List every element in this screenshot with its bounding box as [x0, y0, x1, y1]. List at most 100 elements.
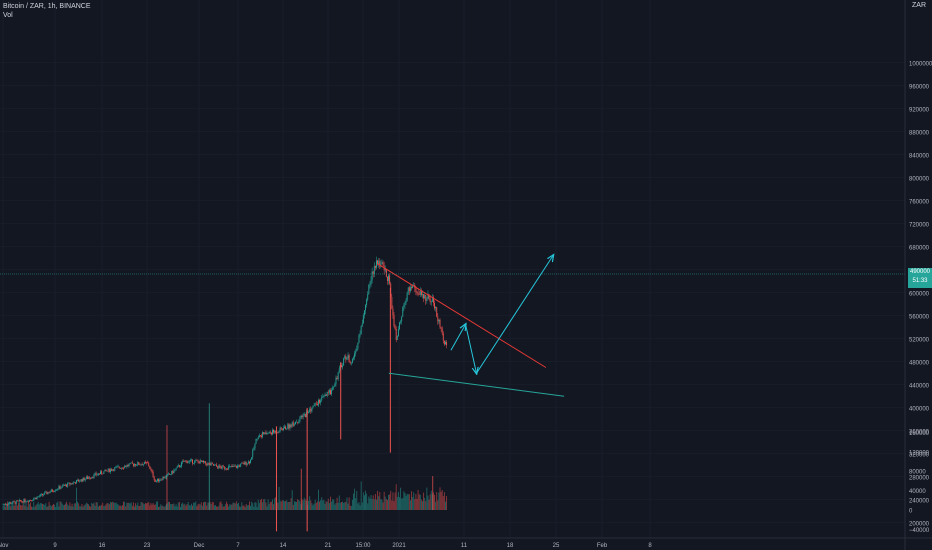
candle-body: [195, 460, 197, 461]
volume-bar: [239, 506, 241, 510]
volume-bar: [233, 502, 235, 510]
candle-body: [175, 468, 177, 470]
candle-body: [313, 405, 315, 407]
candle-body: [99, 473, 100, 475]
candle-body: [378, 261, 380, 265]
volume-bar: [286, 500, 288, 510]
price-tick-label: 880000: [909, 130, 930, 136]
volume-bar: [173, 503, 175, 510]
candle-body: [347, 355, 349, 359]
volume-bar: [161, 505, 163, 510]
price-tick-label: 720000: [909, 222, 930, 228]
volume-bar: [288, 501, 290, 510]
candle-body: [194, 460, 196, 464]
candle-body: [322, 396, 324, 398]
candle-body: [380, 263, 382, 267]
volume-bar: [50, 506, 52, 510]
candle-body: [264, 432, 266, 435]
candle-body: [15, 500, 17, 504]
candle-body: [84, 478, 86, 481]
axis-currency[interactable]: ZAR: [912, 2, 926, 9]
candle-body: [326, 391, 328, 396]
candle-body: [58, 486, 60, 490]
candle-body: [312, 406, 314, 408]
candle-body: [396, 335, 398, 340]
candle-body: [218, 465, 220, 469]
candle-body: [176, 466, 178, 469]
volume-bar: [45, 503, 47, 510]
price-tick-label: 960000: [909, 84, 930, 90]
candle-body: [310, 408, 312, 412]
candle-body: [315, 403, 317, 405]
volume-bar: [178, 501, 180, 510]
volume-bar: [2, 505, 4, 510]
candle-body: [26, 501, 28, 502]
volume-bar: [302, 500, 304, 510]
volume-bar: [125, 506, 127, 510]
volume-bar: [159, 506, 161, 510]
volume-bar: [170, 504, 172, 510]
candle-body: [372, 271, 374, 275]
candle-body: [148, 462, 150, 466]
volume-bar: [85, 502, 87, 510]
candle-body: [401, 316, 403, 322]
candle-body: [57, 489, 59, 490]
volume-label[interactable]: Vol: [3, 12, 13, 19]
volume-tick-label: −40000: [909, 528, 930, 534]
volume-bar: [207, 502, 209, 510]
volume-bar: [107, 503, 109, 510]
candle-body: [391, 296, 393, 309]
volume-bar: [129, 503, 131, 510]
candle-body: [204, 461, 206, 463]
volume-bar: [180, 506, 181, 510]
candle-body: [245, 461, 247, 465]
candle-body: [251, 457, 253, 460]
support-trendline: [388, 372, 565, 397]
candle-body: [226, 468, 227, 470]
volume-bar: [280, 501, 282, 510]
candle-body: [241, 462, 243, 464]
projection-segment: [465, 324, 477, 373]
volume-bar: [269, 501, 271, 510]
candle-body: [325, 394, 327, 396]
candle-body: [299, 418, 301, 422]
candle-body: [21, 501, 23, 502]
candle-body: [405, 300, 407, 303]
volume-bar: [339, 502, 341, 510]
time-tick-label: 8: [648, 543, 652, 549]
candle-body: [255, 438, 257, 444]
candle-body: [198, 461, 200, 464]
volume-bar: [94, 505, 96, 510]
volume-bar: [158, 506, 160, 510]
candle-body: [55, 490, 57, 492]
candle-body: [124, 466, 126, 469]
candle-body: [76, 480, 77, 484]
symbol-title[interactable]: Bitcoin / ZAR, 1h, BINANCE: [3, 3, 91, 10]
candle-body: [236, 465, 238, 468]
volume-bar: [434, 494, 435, 510]
volume-bar: [430, 490, 432, 510]
candle-body: [147, 462, 149, 464]
volume-bar: [43, 504, 45, 510]
candle-body: [161, 479, 163, 481]
volume-bar: [10, 506, 12, 510]
candle-body: [72, 482, 74, 484]
price-tick-label: 800000: [909, 176, 930, 182]
volume-bar: [440, 491, 442, 510]
volume-bar: [169, 502, 170, 510]
volume-bar: [137, 502, 139, 510]
candle-body: [45, 491, 47, 493]
candle-body: [277, 432, 279, 433]
candle-body: [210, 463, 212, 466]
volume-bar: [345, 501, 347, 510]
candle-body: [311, 407, 313, 412]
candle-body: [393, 315, 395, 326]
candle-body: [224, 468, 226, 470]
candle-body: [96, 474, 98, 476]
volume-bar: [315, 503, 317, 510]
candle-body: [31, 500, 33, 501]
volume-bar: [177, 502, 179, 510]
volume-bar: [139, 505, 141, 510]
volume-bar: [36, 503, 38, 510]
